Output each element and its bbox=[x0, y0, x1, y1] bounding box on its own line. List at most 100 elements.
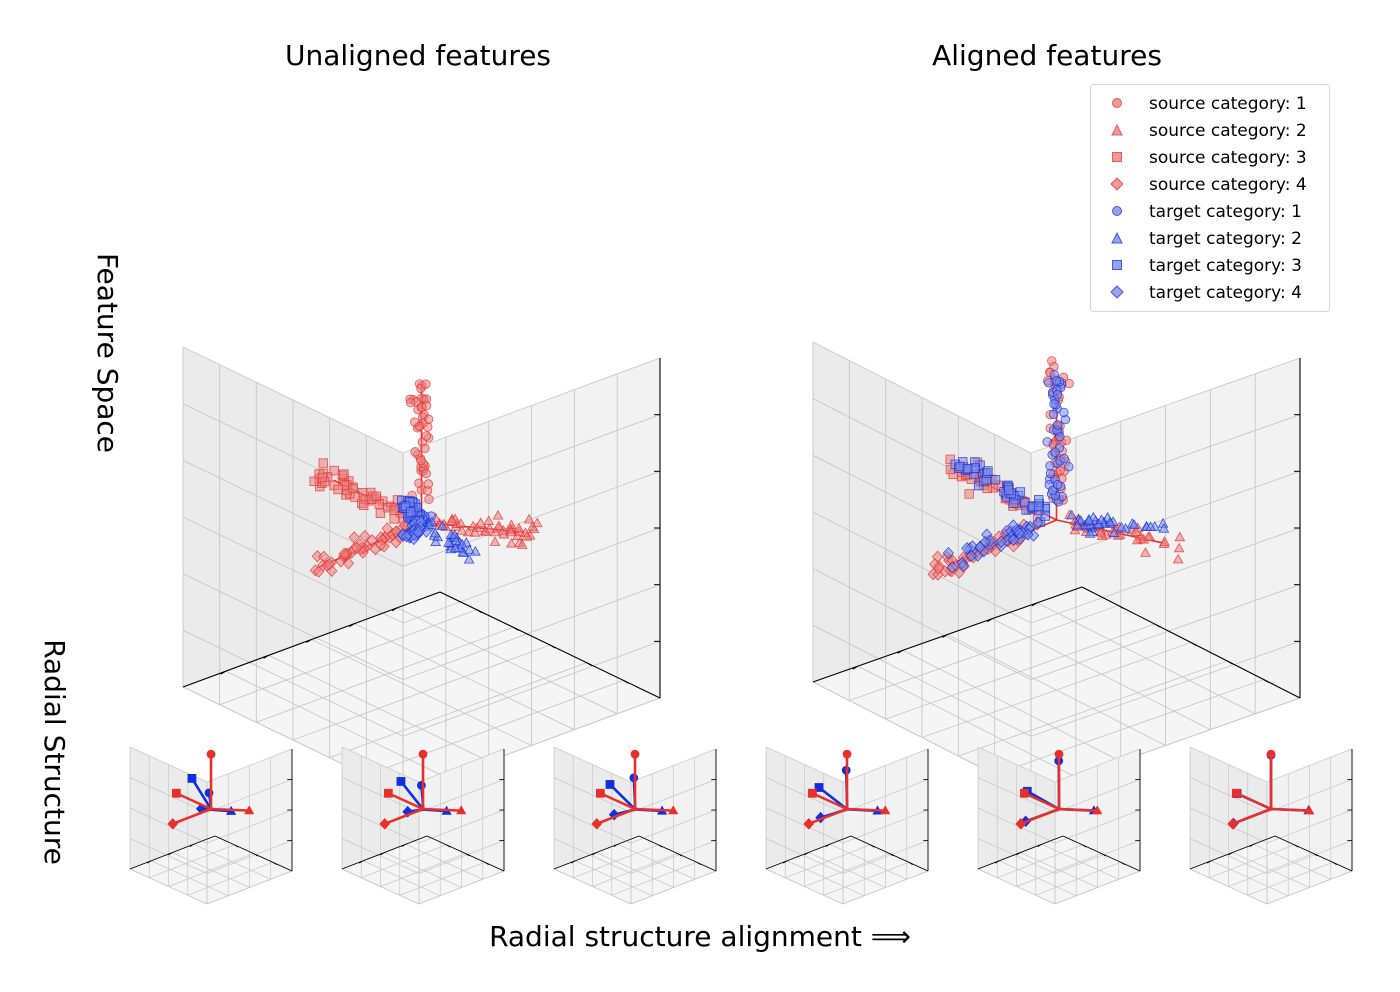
x-tick bbox=[1154, 623, 1160, 628]
source-radial-line bbox=[1232, 807, 1272, 826]
y-tick bbox=[391, 607, 398, 612]
grid-line bbox=[977, 807, 1056, 844]
x-tick bbox=[870, 844, 875, 848]
grid-line bbox=[1189, 868, 1268, 905]
target-centroid-marker bbox=[814, 783, 824, 792]
data-point bbox=[1172, 553, 1184, 564]
source-radial-line bbox=[210, 807, 250, 812]
grid-line bbox=[418, 809, 505, 844]
grid-line bbox=[1020, 852, 1098, 888]
data-point bbox=[429, 527, 441, 538]
legend-marker-source-circle-icon bbox=[1112, 98, 1122, 108]
grid-line bbox=[1232, 852, 1310, 888]
data-point bbox=[1045, 468, 1056, 479]
grid-line bbox=[402, 357, 661, 454]
grid-line bbox=[977, 868, 1056, 905]
grid-line bbox=[206, 809, 293, 844]
data-point bbox=[1048, 409, 1059, 419]
grid-line bbox=[765, 807, 844, 844]
y-tick bbox=[263, 654, 269, 659]
source-centroid-marker bbox=[595, 788, 605, 798]
data-point bbox=[410, 417, 420, 427]
legend-label: source category: 4 bbox=[1149, 175, 1307, 195]
x-tick bbox=[1227, 660, 1233, 665]
source-centroid-marker bbox=[383, 788, 393, 798]
y-tick bbox=[1228, 852, 1233, 856]
grid-line bbox=[129, 777, 208, 813]
grid-line bbox=[630, 870, 717, 905]
y-tick bbox=[987, 618, 993, 623]
radial-panel-6 bbox=[1189, 746, 1353, 905]
data-point bbox=[1173, 542, 1185, 553]
source-centroid-marker bbox=[1092, 805, 1103, 815]
y-tick bbox=[306, 639, 312, 643]
data-point bbox=[505, 526, 517, 537]
grid-line bbox=[399, 861, 485, 896]
x-tick bbox=[465, 853, 470, 857]
x-tick bbox=[513, 626, 519, 631]
grid-line bbox=[182, 346, 404, 454]
data-point bbox=[1140, 547, 1151, 557]
x-tick bbox=[1313, 853, 1318, 857]
data-point bbox=[371, 491, 381, 501]
grid-line bbox=[206, 870, 293, 905]
source-radial-line bbox=[172, 807, 212, 826]
data-point bbox=[339, 469, 349, 479]
source-radial-line bbox=[387, 792, 424, 811]
y-tick bbox=[942, 634, 948, 638]
data-point bbox=[389, 514, 399, 524]
bottom-axis-label: Radial structure alignment ⟹ bbox=[489, 920, 911, 953]
grid-line bbox=[129, 807, 208, 844]
grid-line bbox=[418, 748, 505, 783]
radial-panel-5 bbox=[977, 746, 1141, 905]
source-centroid-marker bbox=[456, 805, 467, 815]
data-point bbox=[1158, 523, 1170, 533]
data-point bbox=[492, 509, 504, 520]
data-point bbox=[333, 484, 343, 495]
title-aligned: Aligned features bbox=[932, 39, 1162, 72]
source-centroid-marker bbox=[1266, 749, 1276, 759]
legend-item: target category: 1 bbox=[1091, 199, 1331, 223]
data-point bbox=[412, 526, 424, 539]
source-centroid-marker bbox=[668, 805, 679, 815]
data-point bbox=[489, 536, 501, 546]
legend-item: target category: 3 bbox=[1091, 253, 1331, 277]
grid-line bbox=[151, 860, 229, 897]
source-radial-line bbox=[811, 792, 848, 811]
data-point bbox=[421, 401, 432, 411]
data-point bbox=[995, 535, 1007, 548]
y-tick bbox=[359, 860, 364, 864]
data-point bbox=[1059, 453, 1069, 464]
source-radial-line bbox=[1270, 807, 1310, 812]
data-point bbox=[351, 541, 363, 555]
grid-line bbox=[363, 860, 441, 897]
data-point bbox=[323, 558, 336, 571]
grid-line bbox=[842, 748, 929, 783]
data-point bbox=[1145, 521, 1156, 531]
target-radial-line bbox=[190, 777, 213, 811]
data-point bbox=[483, 515, 495, 526]
source-centroid-marker bbox=[1054, 749, 1064, 759]
data-point bbox=[1049, 399, 1059, 409]
grid-line bbox=[787, 860, 865, 897]
data-point bbox=[1084, 528, 1096, 538]
data-point bbox=[416, 455, 426, 466]
data-point bbox=[945, 454, 955, 465]
data-point bbox=[1032, 516, 1044, 529]
grid-line bbox=[611, 861, 697, 896]
x-tick bbox=[476, 609, 482, 614]
source-radial-line bbox=[599, 792, 636, 811]
grid-line bbox=[402, 414, 661, 511]
source-radial-line bbox=[384, 807, 424, 826]
source-radial-line bbox=[1023, 792, 1060, 811]
grid-line bbox=[418, 779, 505, 813]
data-point bbox=[318, 458, 328, 468]
legend-label: target category: 4 bbox=[1149, 283, 1302, 303]
source-radial-line bbox=[175, 792, 212, 811]
grid-line bbox=[1054, 748, 1141, 783]
data-point bbox=[348, 483, 358, 494]
data-point bbox=[961, 542, 973, 555]
legend-item: source category: 4 bbox=[1091, 172, 1331, 196]
legend-item: source category: 1 bbox=[1091, 91, 1331, 115]
